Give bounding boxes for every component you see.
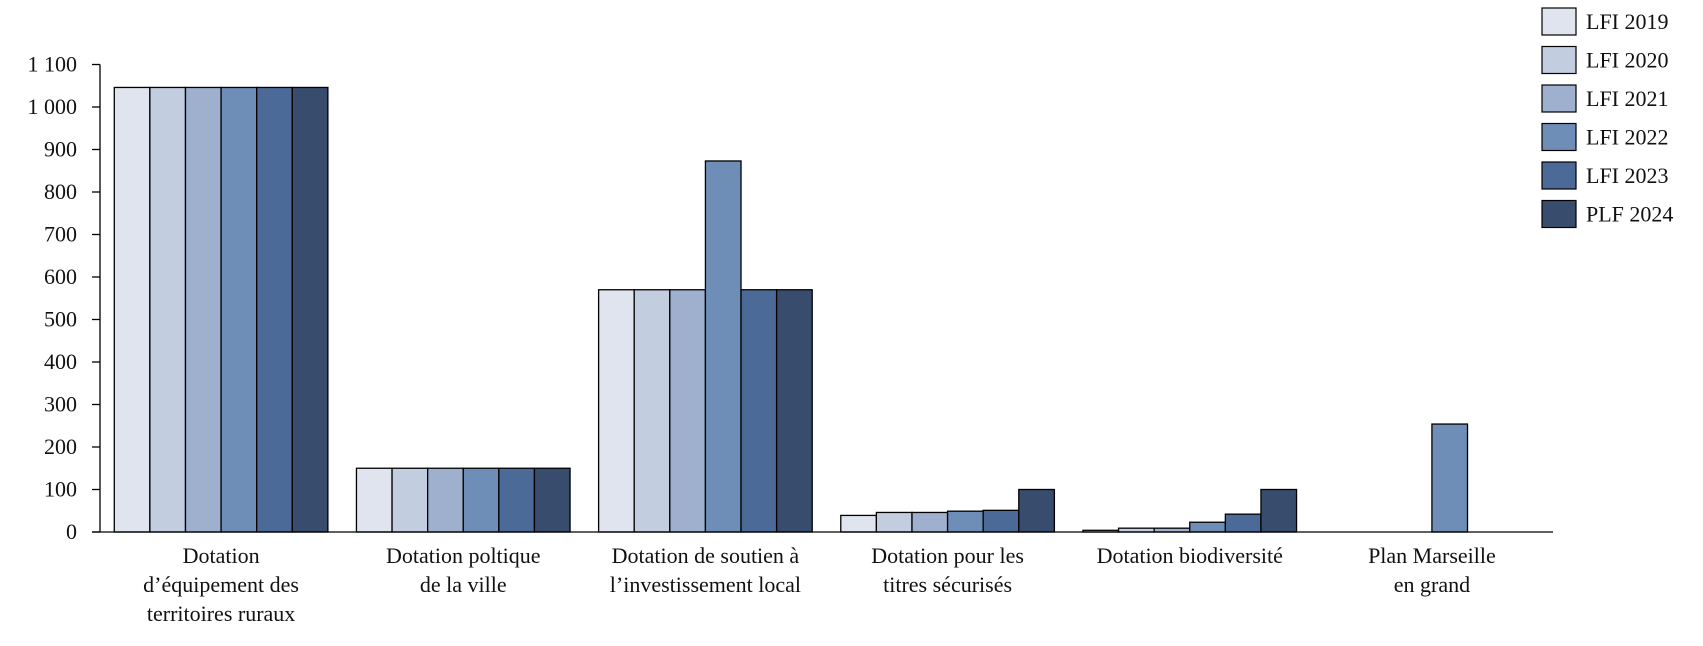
y-tick-label: 400 bbox=[44, 349, 77, 374]
bar bbox=[704, 160, 742, 533]
legend-label: PLF 2024 bbox=[1586, 202, 1673, 227]
legend-label: LFI 2021 bbox=[1586, 86, 1669, 111]
legend-swatch bbox=[1541, 84, 1577, 113]
y-tick-label: 200 bbox=[44, 434, 77, 459]
bar bbox=[498, 467, 536, 533]
bar bbox=[533, 467, 571, 533]
bar bbox=[1431, 423, 1469, 533]
legend-label: LFI 2022 bbox=[1586, 125, 1669, 150]
y-tick-label: 500 bbox=[44, 307, 77, 332]
legend-swatch bbox=[1541, 161, 1577, 190]
x-tick-label: de la ville bbox=[420, 572, 507, 597]
bar bbox=[911, 511, 949, 533]
x-tick-label: territoires ruraux bbox=[147, 601, 295, 626]
x-tick-label: l’investissement local bbox=[610, 572, 801, 597]
bar bbox=[1224, 513, 1262, 533]
y-tick-label: 800 bbox=[44, 179, 77, 204]
bar bbox=[740, 289, 778, 533]
y-tick-label: 900 bbox=[44, 137, 77, 162]
bar bbox=[184, 86, 222, 533]
legend-label: LFI 2023 bbox=[1586, 163, 1669, 188]
legend-swatch bbox=[1541, 199, 1577, 229]
legend-swatch bbox=[1541, 122, 1577, 152]
legend-label: LFI 2019 bbox=[1586, 9, 1669, 34]
bar bbox=[355, 467, 393, 533]
y-tick-label: 100 bbox=[44, 477, 77, 502]
bar bbox=[113, 86, 151, 533]
y-tick-label: 1 100 bbox=[28, 52, 78, 77]
bar bbox=[775, 289, 813, 533]
y-tick-label: 700 bbox=[44, 222, 77, 247]
x-tick-label: Dotation pour les bbox=[871, 543, 1024, 568]
bar bbox=[633, 289, 671, 533]
x-tick-label: Dotation bbox=[183, 543, 260, 568]
x-tick-label: Dotation biodiversité bbox=[1097, 543, 1283, 568]
y-tick-label: 300 bbox=[44, 392, 77, 417]
legend-label: LFI 2020 bbox=[1586, 48, 1669, 73]
bar bbox=[1189, 521, 1226, 533]
bar bbox=[256, 86, 293, 533]
x-tick-label: titres sécurisés bbox=[883, 572, 1012, 597]
bars bbox=[113, 86, 1469, 533]
y-tick-label: 600 bbox=[44, 264, 77, 289]
bar bbox=[597, 289, 635, 533]
bar bbox=[426, 467, 464, 533]
bar bbox=[220, 86, 258, 533]
x-tick-label: Dotation poltique bbox=[386, 543, 541, 568]
bar bbox=[391, 467, 429, 533]
bar bbox=[946, 510, 984, 533]
bar bbox=[982, 509, 1020, 533]
bar bbox=[291, 86, 329, 533]
bar bbox=[840, 514, 878, 533]
bar bbox=[875, 511, 913, 533]
x-tick-label: Dotation de soutien à bbox=[612, 543, 800, 568]
bar bbox=[462, 467, 500, 533]
bar bbox=[149, 86, 187, 533]
y-tick-label: 1 000 bbox=[28, 94, 78, 119]
y-tick-label: 0 bbox=[66, 519, 77, 544]
bar bbox=[669, 289, 707, 533]
x-tick-label: en grand bbox=[1394, 572, 1470, 597]
legend: LFI 2019 LFI 2020 LFI 2021 LFI 2022 LFI 2023… bbox=[1541, 7, 1673, 229]
axes: Dotation d’équipement des territoires rura… bbox=[28, 52, 1553, 626]
bar bbox=[1260, 488, 1298, 533]
bar bbox=[1018, 488, 1056, 533]
x-tick-label: d’équipement des bbox=[143, 572, 299, 597]
legend-swatch bbox=[1541, 45, 1577, 75]
legend-swatch bbox=[1541, 7, 1577, 36]
x-tick-label: Plan Marseille bbox=[1368, 543, 1496, 568]
